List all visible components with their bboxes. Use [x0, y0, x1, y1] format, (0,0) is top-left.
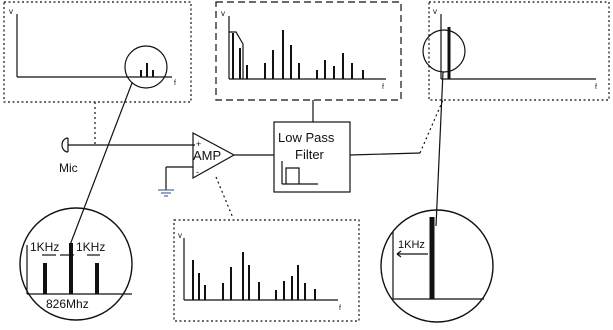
filter-label-line1: Low Pass [278, 130, 335, 145]
spectrum-panel-mic: v f [3, 1, 192, 103]
panel-frame [173, 219, 360, 322]
probe-line [215, 176, 234, 219]
magnifier-circle [380, 209, 494, 323]
spacing-label-left: 1KHz [30, 240, 59, 254]
filter-passband [229, 31, 244, 79]
f-axis-label: f [595, 84, 597, 91]
amp-minus-label: - [196, 167, 199, 177]
mic-label: Mic [59, 161, 78, 175]
amplifier: + - AMP [158, 131, 274, 197]
zoom-leader [435, 71, 444, 227]
panel-frame [428, 1, 610, 101]
zoom-detail-sidebands: 1KHz 1KHz 826Mhz [19, 207, 133, 321]
microphone: Mic [59, 137, 195, 175]
zoom-circle [422, 29, 466, 73]
filter-box [273, 121, 351, 193]
filter-icon-passband [285, 167, 300, 184]
filter-label-line2: Filter [295, 147, 325, 162]
panel-frame [215, 1, 402, 101]
zoom-leader [69, 82, 133, 246]
v-axis-label: v [178, 231, 182, 240]
f-axis-label: f [382, 84, 384, 91]
amp-triangle [192, 131, 236, 180]
magnifier-circle [19, 207, 133, 321]
connectors [69, 71, 444, 246]
spectrum-panel-amp: v f [215, 1, 402, 101]
arrow-icon [396, 253, 402, 258]
arrow-icon [396, 250, 402, 255]
wire-lpf-out [349, 152, 421, 156]
spacing-label-right: 1KHz [76, 240, 105, 254]
v-axis-label: v [9, 7, 13, 16]
f-axis-label: f [174, 80, 176, 87]
spectrum-panel-amp-output: v f [173, 219, 360, 322]
zoom-detail-output: 1KHz [380, 209, 494, 323]
v-axis-label: v [221, 9, 225, 18]
mic-icon [61, 137, 69, 153]
panel-frame [3, 1, 192, 103]
v-axis-label: v [433, 7, 437, 16]
spectrum-panel-output: v f [422, 1, 610, 101]
output-spacing-label: 1KHz [398, 239, 425, 251]
zoom-circle [124, 45, 168, 89]
carrier-frequency-label: 826Mhz [46, 297, 89, 311]
amp-label: AMP [193, 148, 221, 163]
low-pass-filter: Low Pass Filter [273, 121, 421, 193]
amp-plus-label: + [196, 139, 201, 149]
f-axis-label: f [339, 305, 341, 312]
